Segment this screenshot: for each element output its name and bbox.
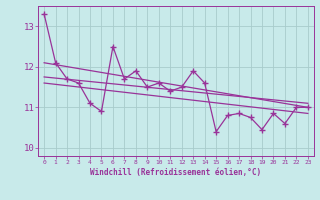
X-axis label: Windchill (Refroidissement éolien,°C): Windchill (Refroidissement éolien,°C) bbox=[91, 168, 261, 177]
